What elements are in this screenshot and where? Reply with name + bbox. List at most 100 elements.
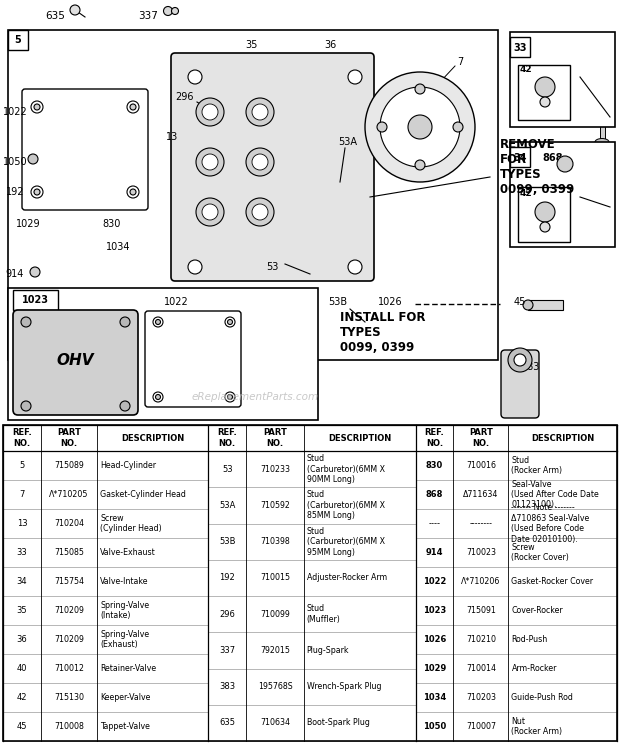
- Circle shape: [252, 204, 268, 220]
- Text: 36: 36: [324, 40, 336, 50]
- Text: 53: 53: [222, 464, 232, 474]
- Text: 710023: 710023: [466, 548, 496, 557]
- Text: Seal-Valve
(Used After Code Date
01123100).: Seal-Valve (Used After Code Date 0112310…: [512, 480, 599, 510]
- Text: 337: 337: [219, 646, 236, 655]
- Circle shape: [535, 77, 555, 97]
- Circle shape: [246, 198, 274, 226]
- Text: DESCRIPTION: DESCRIPTION: [531, 434, 595, 443]
- Circle shape: [28, 154, 38, 164]
- Bar: [140, 234, 170, 252]
- Circle shape: [31, 186, 43, 198]
- Text: 13: 13: [17, 519, 27, 528]
- Text: 1022: 1022: [423, 577, 446, 586]
- Text: 1034: 1034: [106, 242, 130, 252]
- Circle shape: [408, 115, 432, 139]
- Bar: [68, 235, 90, 247]
- Circle shape: [130, 104, 136, 110]
- Text: Stud
(Carburetor)(6MM X
85MM Long): Stud (Carburetor)(6MM X 85MM Long): [307, 490, 384, 520]
- Text: 830: 830: [103, 219, 121, 229]
- Text: Gasket-Cylinder Head: Gasket-Cylinder Head: [100, 490, 186, 499]
- Text: Wrench-Spark Plug: Wrench-Spark Plug: [307, 682, 381, 691]
- Text: 710204: 710204: [54, 519, 84, 528]
- Bar: [518, 65, 570, 120]
- Circle shape: [196, 148, 224, 176]
- Text: 1023: 1023: [22, 295, 48, 305]
- Text: 1026: 1026: [423, 635, 446, 644]
- Circle shape: [540, 97, 550, 107]
- Text: ----: ----: [428, 519, 441, 528]
- Text: Λ*710206: Λ*710206: [461, 577, 500, 586]
- Text: 710014: 710014: [466, 664, 496, 673]
- Text: 710209: 710209: [54, 635, 84, 644]
- Text: 868: 868: [426, 490, 443, 499]
- Text: 635: 635: [45, 11, 65, 21]
- Text: Tappet-Valve: Tappet-Valve: [100, 722, 150, 731]
- Text: PART
NO.: PART NO.: [57, 429, 81, 448]
- Circle shape: [130, 189, 136, 195]
- Text: Δ711634: Δ711634: [463, 490, 498, 499]
- Text: Gasket-Rocker Cover: Gasket-Rocker Cover: [512, 577, 593, 586]
- Text: 7: 7: [19, 490, 25, 499]
- Text: PART
NO.: PART NO.: [263, 429, 287, 448]
- Circle shape: [153, 392, 163, 402]
- Text: 715085: 715085: [54, 548, 84, 557]
- Bar: [8, 30, 498, 360]
- Text: 914: 914: [6, 269, 24, 279]
- Text: Head-Cylinder: Head-Cylinder: [100, 461, 156, 470]
- Text: 1050: 1050: [423, 722, 446, 731]
- Circle shape: [380, 87, 460, 167]
- Text: 710012: 710012: [54, 664, 84, 673]
- Circle shape: [557, 156, 573, 172]
- FancyBboxPatch shape: [145, 311, 241, 407]
- Bar: [200, 105, 208, 127]
- Text: 710209: 710209: [54, 606, 84, 615]
- Circle shape: [377, 122, 387, 132]
- Circle shape: [196, 98, 224, 126]
- Text: REF.
NO.: REF. NO.: [12, 429, 32, 448]
- Bar: [518, 187, 570, 242]
- Text: 383: 383: [219, 682, 236, 691]
- Text: 34: 34: [513, 153, 527, 163]
- Circle shape: [202, 104, 218, 120]
- Text: 715089: 715089: [54, 461, 84, 470]
- Text: 715754: 715754: [54, 577, 84, 586]
- Text: 45: 45: [514, 297, 526, 307]
- Text: 45: 45: [17, 722, 27, 731]
- Text: Guide-Push Rod: Guide-Push Rod: [512, 693, 574, 702]
- Text: REF.
NO.: REF. NO.: [218, 429, 237, 448]
- Text: 1029: 1029: [423, 664, 446, 673]
- Text: Screw
(Rocker Cover): Screw (Rocker Cover): [512, 543, 569, 562]
- Text: Arm-Rocker: Arm-Rocker: [512, 664, 557, 673]
- Circle shape: [540, 222, 550, 232]
- Text: 1050: 1050: [2, 157, 27, 167]
- Circle shape: [453, 122, 463, 132]
- Text: 35: 35: [17, 606, 27, 615]
- Text: 710007: 710007: [466, 722, 496, 731]
- Circle shape: [225, 317, 235, 327]
- Text: Rod-Push: Rod-Push: [512, 635, 547, 644]
- Text: Stud
(Carburetor)(6MM X
90MM Long): Stud (Carburetor)(6MM X 90MM Long): [307, 455, 384, 484]
- Circle shape: [246, 148, 274, 176]
- Text: 1022: 1022: [164, 297, 188, 307]
- Text: 710210: 710210: [466, 635, 496, 644]
- Circle shape: [120, 317, 130, 327]
- Text: Cover-Rocker: Cover-Rocker: [512, 606, 563, 615]
- Circle shape: [188, 70, 202, 84]
- Text: 868: 868: [542, 153, 563, 163]
- Text: 195768S: 195768S: [258, 682, 293, 691]
- Text: 792015: 792015: [260, 646, 290, 655]
- Text: 42: 42: [520, 65, 533, 74]
- Circle shape: [34, 104, 40, 110]
- Bar: [148, 252, 163, 260]
- Text: PART
NO.: PART NO.: [469, 429, 493, 448]
- Bar: [600, 205, 605, 237]
- Circle shape: [188, 260, 202, 274]
- Bar: [8, 288, 318, 420]
- Text: Stud
(Rocker Arm): Stud (Rocker Arm): [512, 456, 562, 475]
- Bar: [26, 185, 34, 201]
- Text: 710015: 710015: [260, 574, 290, 583]
- Circle shape: [30, 267, 40, 277]
- Bar: [600, 114, 605, 142]
- Text: 53B: 53B: [219, 537, 236, 546]
- Text: Stud
(Muffler): Stud (Muffler): [307, 604, 340, 623]
